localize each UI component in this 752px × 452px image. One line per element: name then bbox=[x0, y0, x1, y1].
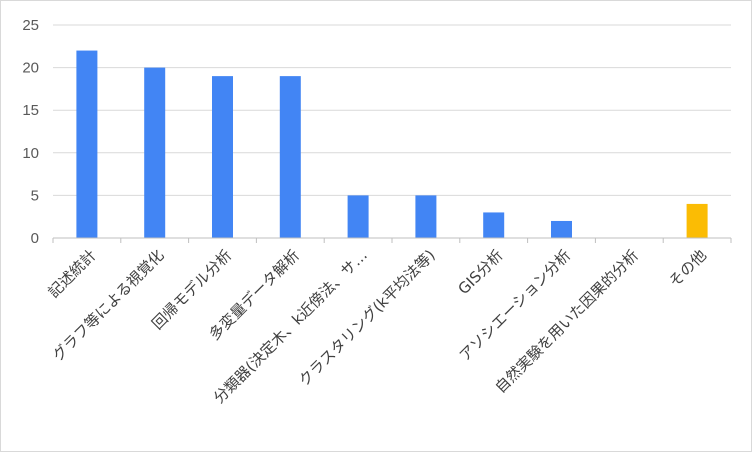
y-tick-label: 15 bbox=[22, 102, 39, 119]
bars bbox=[76, 50, 708, 239]
bar bbox=[279, 76, 301, 239]
bar bbox=[212, 76, 233, 239]
x-tick-label: 自然実験を用いた因果的分析 bbox=[492, 246, 643, 397]
bar bbox=[686, 203, 708, 238]
y-tick-label: 5 bbox=[31, 187, 39, 204]
x-tick-label: GIS分析 bbox=[455, 246, 507, 298]
bar bbox=[551, 220, 572, 238]
y-tick-label: 25 bbox=[22, 17, 39, 34]
y-tick-label: 20 bbox=[22, 60, 39, 77]
x-tick-label: クラスタリング(k平均法等) bbox=[295, 246, 439, 390]
y-axis-ticks: 0 5 10 15 20 25 bbox=[22, 17, 39, 247]
bar bbox=[76, 50, 98, 239]
x-axis-labels: 記述統計グラフ等による視覚化回帰モデル分析多変量データ解析分類器(決定木、k近傍… bbox=[45, 246, 710, 407]
bar bbox=[144, 67, 166, 238]
x-tick-label: アソシエーション分析 bbox=[456, 246, 575, 365]
bar bbox=[483, 212, 505, 238]
x-tick-label: その他 bbox=[665, 246, 710, 291]
y-tick-label: 0 bbox=[31, 230, 39, 247]
x-tick-label: 記述統計 bbox=[45, 246, 100, 301]
bar bbox=[415, 195, 437, 238]
bar bbox=[347, 195, 369, 238]
gridlines bbox=[53, 24, 731, 196]
y-tick-label: 10 bbox=[22, 145, 39, 162]
x-axis bbox=[52, 237, 732, 243]
x-tick-label: グラフ等による視覚化 bbox=[49, 246, 167, 364]
